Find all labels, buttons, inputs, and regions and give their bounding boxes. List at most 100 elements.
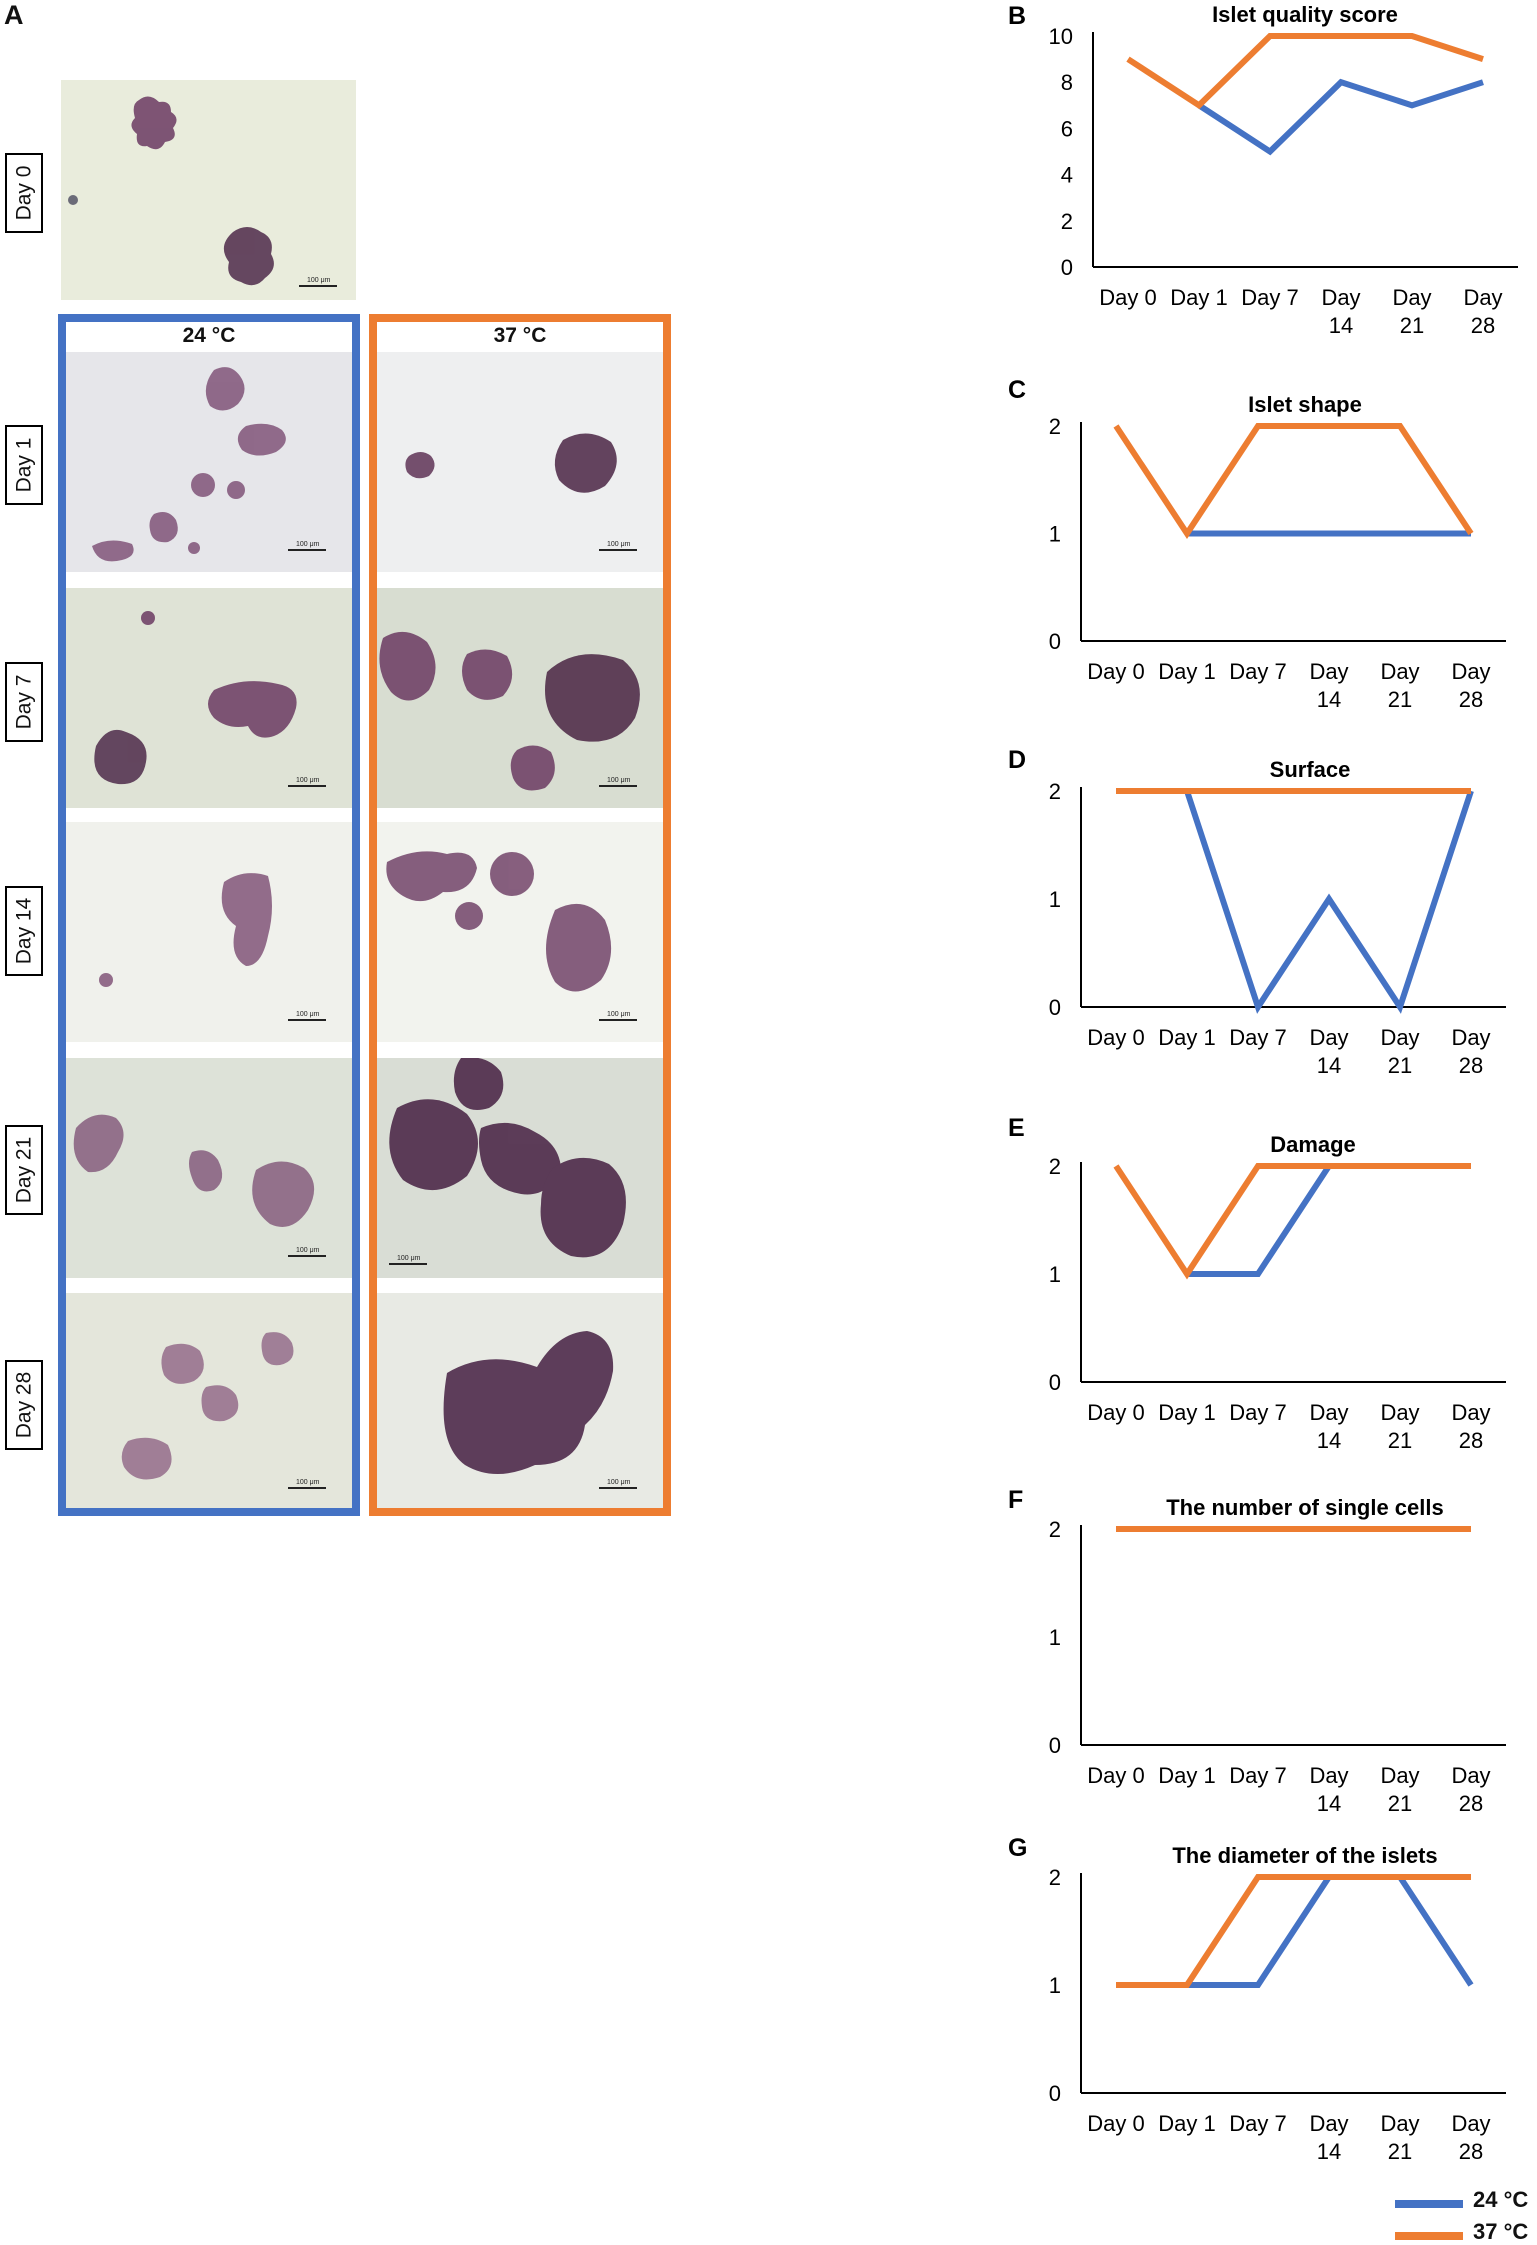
scale-bar	[288, 549, 326, 551]
scale-label: 100 μm	[296, 777, 320, 784]
micrograph-37c-day14: 100 μm	[377, 822, 663, 1042]
chart-f-ytick: 1	[1049, 1625, 1061, 1650]
chart-f-ytick: 2	[1049, 1517, 1061, 1542]
micrograph-37c-day21: 100 μm	[377, 1058, 663, 1278]
chart-g-title: The diameter of the islets	[1172, 1843, 1437, 1868]
header-37c: 37 °C	[493, 324, 547, 347]
chart-b-ytick: 2	[1061, 209, 1073, 234]
scale-bar	[288, 1019, 326, 1021]
chart-e-ytick: 0	[1049, 1370, 1061, 1395]
chart-e-xtick: Day 14	[1309, 1400, 1348, 1453]
chart-d-title: Surface	[1270, 757, 1351, 782]
chart-c-ytick: 1	[1049, 522, 1061, 547]
day-label-7: Day 7	[5, 662, 43, 742]
chart-f-xtick: Day 14	[1309, 1763, 1348, 1816]
scale-label: 100 μm	[607, 1479, 631, 1486]
box-37c	[369, 314, 671, 1516]
scale-label: 100 μm	[296, 541, 320, 548]
micrograph-24c-day21: 100 μm	[66, 1058, 352, 1278]
scale-bar	[599, 1019, 637, 1021]
chart-c-ytick: 0	[1049, 629, 1061, 654]
islets-37c-day1	[405, 433, 617, 493]
scale-label: 100 μm	[296, 1247, 320, 1254]
legend-label-24c: 24 °C	[1473, 2187, 1529, 2212]
chart-d-xtick: Day 7	[1229, 1025, 1286, 1050]
chart-g-ytick: 2	[1049, 1865, 1061, 1890]
chart-g-series-24c	[1187, 1874, 1474, 1988]
chart-c-xtick: Day 1	[1158, 659, 1215, 684]
scale-bar	[288, 1255, 326, 1257]
micrograph-day0-islets	[68, 96, 274, 286]
scale-label: 100 μm	[307, 277, 331, 284]
chart-d-series-24c	[1184, 790, 1474, 1014]
scale-label: 100 μm	[607, 777, 631, 784]
scale-bar	[288, 1487, 326, 1489]
chart-c-ytick: 2	[1049, 414, 1061, 439]
micrograph-24c-day7: 100 μm	[66, 588, 352, 808]
day-label-1: Day 1	[5, 425, 43, 505]
chart-e-xtick: Day 28	[1451, 1400, 1490, 1453]
chart-b-ytick: 6	[1061, 116, 1073, 141]
chart-b-title: Islet quality score	[1212, 2, 1398, 27]
chart-d-ytick: 0	[1049, 995, 1061, 1020]
chart-e-ytick: 1	[1049, 1262, 1061, 1287]
chart-b-xtick: Day 14	[1321, 285, 1360, 338]
chart-c-xtick: Day 14	[1309, 659, 1348, 712]
chart-f-xtick: Day 0	[1087, 1763, 1144, 1788]
day-label-14: Day 14	[5, 886, 43, 976]
islets-37c-day21	[389, 1058, 626, 1258]
islets-24c-day1	[92, 367, 286, 562]
chart-d-xtick: Day 28	[1451, 1025, 1490, 1078]
chart-d-xtick: Day 1	[1158, 1025, 1215, 1050]
chart-e-xtick: Day 1	[1158, 1400, 1215, 1425]
scale-label: 100 μm	[397, 1255, 421, 1262]
chart-e-letter: E	[1008, 1114, 1025, 1142]
day-label-21: Day 21	[5, 1125, 43, 1215]
chart-e-series-37c	[1113, 1163, 1471, 1280]
chart-f-xtick: Day 21	[1380, 1763, 1419, 1816]
chart-d-xtick: Day 14	[1309, 1025, 1348, 1078]
islets-24c-day14	[99, 873, 272, 987]
chart-g-xtick: Day 21	[1380, 2111, 1419, 2164]
islets-24c-day28	[121, 1332, 294, 1480]
chart-g-ytick: 0	[1049, 2081, 1061, 2106]
chart-b-xtick: Day 7	[1241, 285, 1298, 310]
box-24c	[58, 314, 360, 1516]
micrograph-day0: 100 μm	[61, 80, 356, 300]
chart-g-xtick: Day 0	[1087, 2111, 1144, 2136]
islets-24c-day21	[73, 1114, 315, 1227]
chart-g-xtick: Day 1	[1158, 2111, 1215, 2136]
chart-e-xtick: Day 7	[1229, 1400, 1286, 1425]
chart-b-xtick: Day 21	[1392, 285, 1431, 338]
scale-bar	[389, 1263, 427, 1265]
micrograph-24c-day28: 100 μm	[66, 1293, 352, 1508]
scale-label: 100 μm	[296, 1011, 320, 1018]
chart-b-ytick: 4	[1061, 163, 1073, 188]
scale-bar	[599, 549, 637, 551]
chart-b-letter: B	[1008, 2, 1026, 30]
chart-d-xtick: Day 0	[1087, 1025, 1144, 1050]
chart-g-ytick: 1	[1049, 1973, 1061, 1998]
scale-label: 100 μm	[607, 1011, 631, 1018]
scale-bar	[599, 785, 637, 787]
chart-g-letter: G	[1008, 1834, 1027, 1862]
chart-f-xtick: Day 7	[1229, 1763, 1286, 1788]
chart-f-xtick: Day 1	[1158, 1763, 1215, 1788]
chart-d-ytick: 1	[1049, 887, 1061, 912]
chart-d-ytick: 2	[1049, 779, 1061, 804]
chart-c-xtick: Day 21	[1380, 659, 1419, 712]
scale-bar	[599, 1487, 637, 1489]
chart-c-xtick: Day 0	[1087, 659, 1144, 684]
legend-line-24c	[1395, 2200, 1463, 2208]
scale-bar	[299, 285, 337, 287]
micrograph-37c-day1: 100 μm	[377, 352, 663, 572]
islets-37c-day14	[386, 851, 612, 992]
chart-b-ytick: 0	[1061, 255, 1073, 280]
header-24c: 24 °C	[182, 324, 236, 347]
day-label-0: Day 0	[5, 153, 43, 233]
scale-label: 100 μm	[607, 541, 631, 548]
chart-e-xtick: Day 21	[1380, 1400, 1419, 1453]
chart-g-xtick: Day 14	[1309, 2111, 1348, 2164]
chart-c-series-37c	[1113, 423, 1474, 539]
